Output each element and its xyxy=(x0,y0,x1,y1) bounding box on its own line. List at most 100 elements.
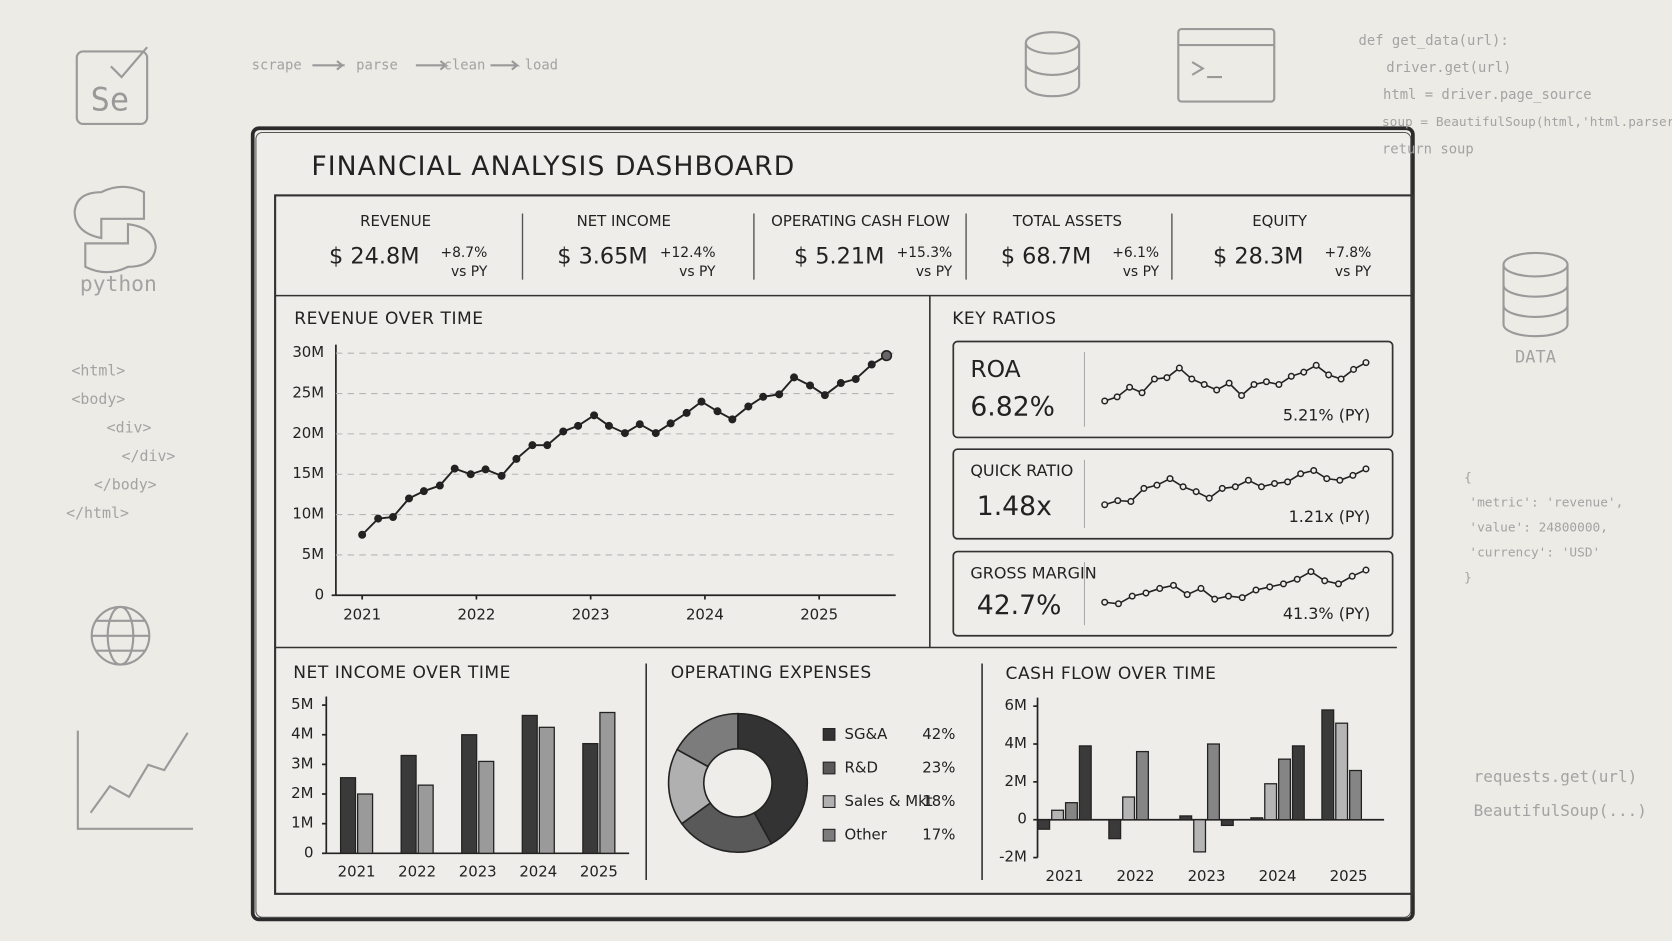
point xyxy=(880,350,893,362)
spark-point xyxy=(1140,484,1148,492)
point xyxy=(666,419,675,428)
spark-point xyxy=(1127,497,1135,505)
spark-point xyxy=(1310,466,1318,475)
point xyxy=(744,402,753,411)
point xyxy=(405,494,414,503)
point xyxy=(790,373,799,382)
code-line: html = driver.page_source xyxy=(1383,87,1592,103)
ratio-previous: 41.3% (PY) xyxy=(1283,604,1370,623)
point xyxy=(419,487,428,496)
bar xyxy=(1051,809,1065,821)
point xyxy=(497,471,506,480)
chart-title: OPERATING EXPENSES xyxy=(671,663,872,683)
ratio-value: 6.82% xyxy=(970,392,1055,423)
spark-point xyxy=(1213,386,1221,394)
spark-point xyxy=(1113,393,1121,401)
kpi-note: vs PY xyxy=(679,264,716,280)
ratio-card xyxy=(952,550,1394,637)
bar xyxy=(1321,709,1335,821)
point xyxy=(358,530,367,539)
bar xyxy=(1037,819,1051,830)
legend-swatch xyxy=(822,828,836,842)
ratio-name: QUICK RATIO xyxy=(970,461,1073,480)
point xyxy=(604,421,613,430)
y-tick-label: 15M xyxy=(292,464,324,482)
x-tick-label: 2022 xyxy=(1117,867,1155,885)
y-tick-label: 0 xyxy=(304,843,313,861)
spark-point xyxy=(1114,497,1122,505)
spark-point xyxy=(1231,483,1239,491)
point xyxy=(543,441,552,450)
kpi-change: +6.1% xyxy=(1112,245,1159,261)
spark-point xyxy=(1225,379,1233,387)
spark-point xyxy=(1179,483,1187,491)
ratio-card xyxy=(952,340,1394,439)
logo-text: Se xyxy=(91,81,130,119)
x-tick-label: 2023 xyxy=(572,606,610,624)
bar xyxy=(1335,722,1349,821)
kpi-label: REVENUE xyxy=(360,212,431,230)
ratio-previous: 1.21x (PY) xyxy=(1289,507,1371,526)
spark-point xyxy=(1128,592,1136,600)
value-label: 17% xyxy=(922,826,955,844)
kpi-change: +15.3% xyxy=(897,245,953,261)
point xyxy=(682,408,691,417)
point xyxy=(620,429,629,438)
kpi-value: $ 5.21M xyxy=(794,244,884,270)
kpi-note: vs PY xyxy=(1123,264,1160,280)
db-label: DATA xyxy=(1515,347,1556,367)
x-tick-label: 2025 xyxy=(580,863,618,881)
x-tick-label: 2021 xyxy=(1046,867,1084,885)
spark-point xyxy=(1362,465,1370,473)
point xyxy=(466,470,475,479)
spark-point xyxy=(1252,586,1260,594)
x-tick-label: 2022 xyxy=(457,606,495,624)
spark-point xyxy=(1362,359,1370,367)
spark-point xyxy=(1200,381,1208,389)
point xyxy=(851,375,860,384)
legend-label: Sales & Mkt xyxy=(845,792,933,810)
spark-point xyxy=(1101,397,1109,405)
code-line: soup = BeautifulSoup(html,'html.parser') xyxy=(1382,115,1672,130)
bar xyxy=(1291,745,1305,821)
json-line: } xyxy=(1464,571,1472,586)
point xyxy=(728,415,737,424)
ratio-name: GROSS MARGIN xyxy=(970,563,1096,582)
y-tick-label: 10M xyxy=(292,505,324,523)
spark-point xyxy=(1257,483,1265,491)
spark-point xyxy=(1188,375,1196,383)
ratio-name: ROA xyxy=(970,355,1020,383)
point xyxy=(374,514,383,523)
pipeline-step: parse xyxy=(356,57,398,73)
point xyxy=(481,465,490,474)
value-label: 42% xyxy=(922,725,955,743)
bar xyxy=(1193,819,1207,853)
html-tag: </div> xyxy=(122,447,176,465)
spark-point xyxy=(1205,494,1213,502)
value-label: 23% xyxy=(922,759,955,777)
pipeline-step: load xyxy=(525,57,558,73)
spark-point xyxy=(1279,580,1287,588)
bar xyxy=(582,742,599,854)
point xyxy=(590,411,599,420)
point xyxy=(820,391,829,400)
spark-point xyxy=(1138,389,1146,397)
spark-point xyxy=(1297,470,1305,478)
spark-point xyxy=(1156,584,1164,592)
spark-point xyxy=(1192,488,1200,496)
kpi-change: +7.8% xyxy=(1324,245,1371,261)
spark-point xyxy=(1175,364,1183,372)
kpi-value: $ 68.7M xyxy=(1001,244,1091,270)
x-tick-label: 2022 xyxy=(398,863,436,881)
code-line: def get_data(url): xyxy=(1359,33,1509,49)
spark-point xyxy=(1325,371,1333,379)
spark-point xyxy=(1262,378,1270,386)
ratio-value: 42.7% xyxy=(977,590,1062,621)
bar xyxy=(1264,783,1278,821)
x-tick-label: 2024 xyxy=(519,863,557,881)
kpi-note: vs PY xyxy=(1335,264,1372,280)
code-call: requests.get(url) xyxy=(1474,767,1638,786)
spark-point xyxy=(1293,575,1301,583)
html-tag: </body> xyxy=(94,476,157,494)
